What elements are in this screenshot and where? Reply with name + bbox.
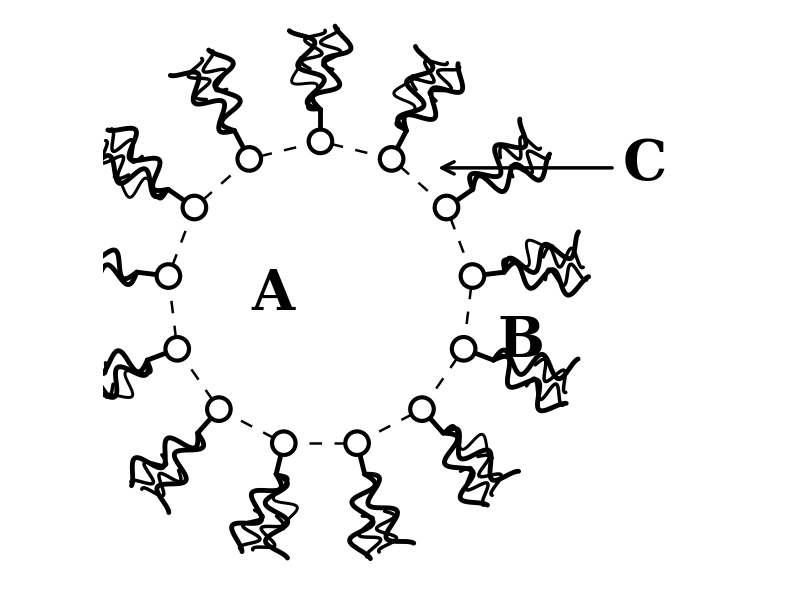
Circle shape <box>183 196 206 219</box>
Circle shape <box>309 130 332 153</box>
Circle shape <box>207 398 231 421</box>
Circle shape <box>165 337 189 360</box>
Text: B: B <box>497 314 544 369</box>
Circle shape <box>156 264 180 288</box>
Circle shape <box>380 147 403 171</box>
Circle shape <box>410 398 434 421</box>
Circle shape <box>434 196 458 219</box>
Text: A: A <box>252 267 295 322</box>
Circle shape <box>237 147 261 171</box>
Circle shape <box>452 337 476 360</box>
Circle shape <box>272 431 295 455</box>
Circle shape <box>345 431 369 455</box>
Circle shape <box>461 264 484 288</box>
Text: C: C <box>622 137 666 193</box>
